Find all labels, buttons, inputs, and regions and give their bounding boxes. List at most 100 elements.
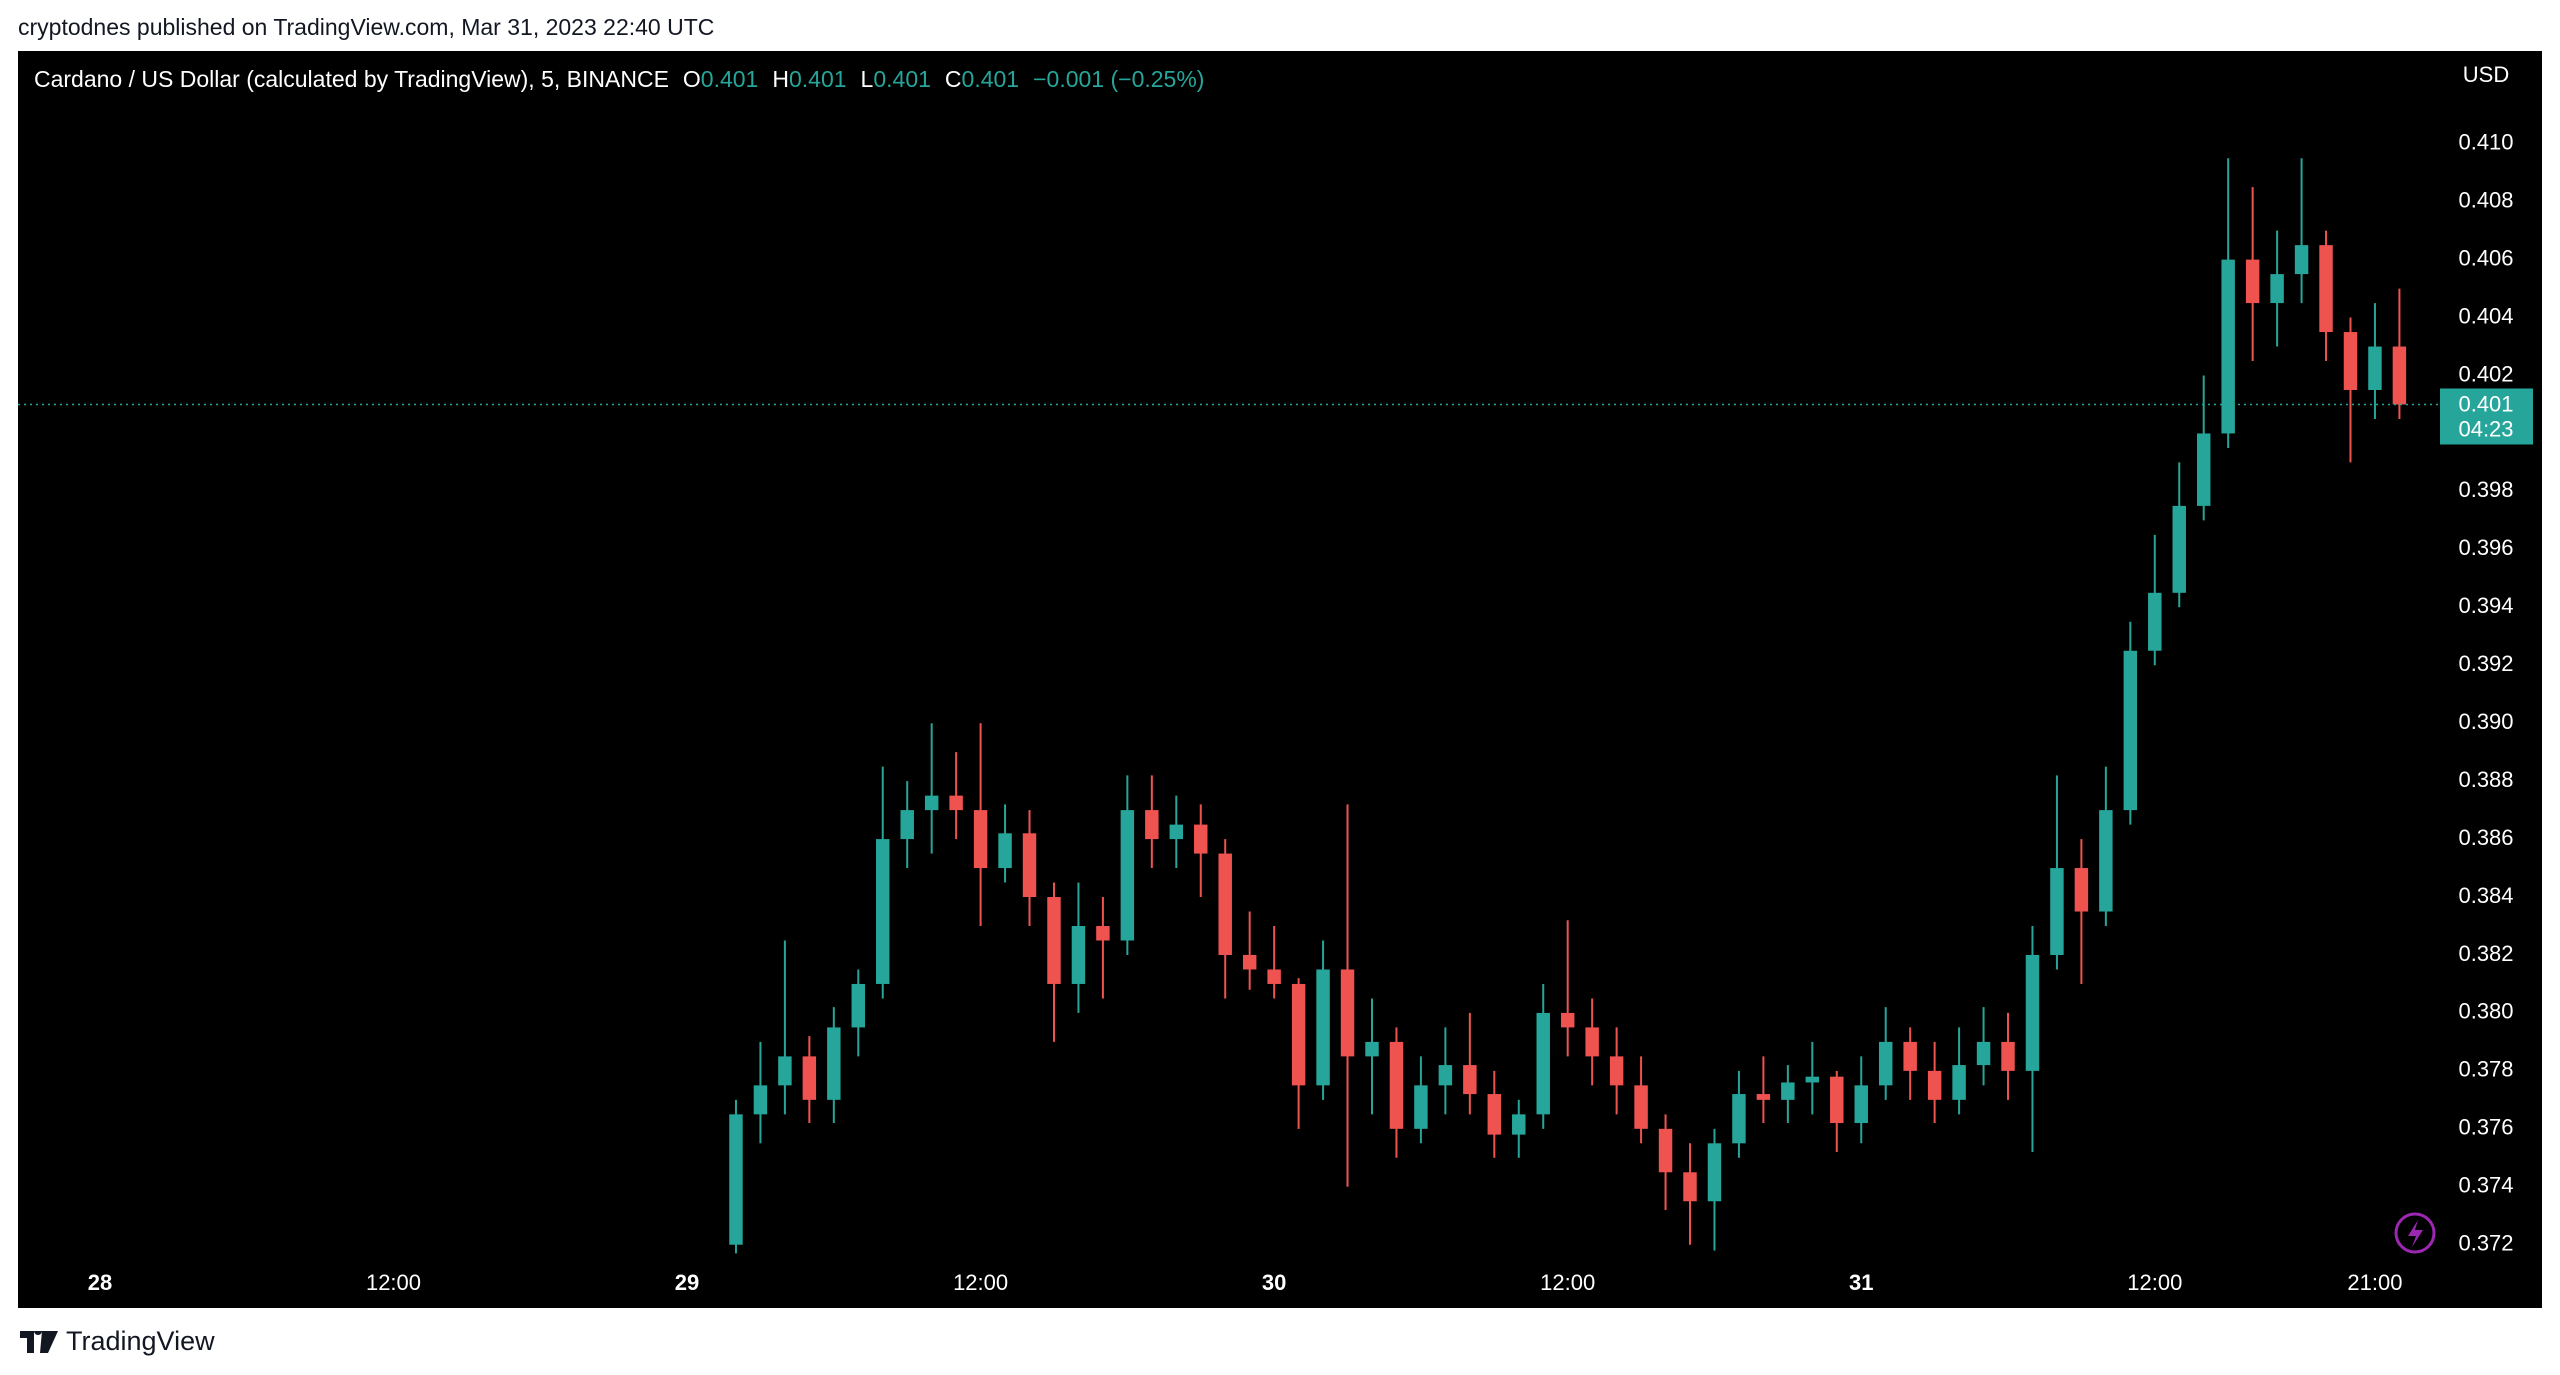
x-tick-label: 29 — [675, 1270, 699, 1295]
candle-body — [778, 1056, 792, 1086]
y-tick-label: 0.392 — [2458, 651, 2513, 676]
candle-body — [1267, 969, 1281, 984]
candle-body — [2392, 346, 2407, 405]
candle-body — [2074, 868, 2089, 912]
y-tick-label: 0.402 — [2458, 361, 2513, 386]
candle-body — [1071, 926, 1086, 984]
candle-body — [1340, 969, 1355, 1057]
candle-body — [1732, 1094, 1746, 1144]
y-tick-label: 0.404 — [2458, 303, 2513, 328]
y-tick-label: 0.396 — [2458, 535, 2513, 560]
candle-body — [1658, 1128, 1673, 1173]
high-value: 0.401 — [788, 66, 847, 92]
candle-body — [1976, 1041, 1991, 1066]
y-tick-label: 0.390 — [2458, 709, 2513, 734]
price-tag-value: 0.401 — [2458, 391, 2513, 416]
candle-body — [1927, 1070, 1942, 1100]
candle-body — [1218, 853, 1232, 955]
candle-body — [1952, 1065, 1966, 1100]
y-tick-label: 0.374 — [2458, 1173, 2513, 1198]
candle-body — [2025, 954, 2040, 1071]
candle-body — [2343, 332, 2358, 390]
candle-body — [1194, 824, 1208, 854]
x-tick-label: 31 — [1849, 1270, 1873, 1295]
candle-body — [1830, 1076, 1844, 1124]
x-tick-label: 12:00 — [1540, 1270, 1595, 1295]
y-tick-label: 0.388 — [2458, 767, 2513, 792]
candle-body — [1512, 1114, 1526, 1135]
candle-body — [2319, 245, 2333, 333]
candle-body — [1169, 824, 1184, 840]
candle-body — [1903, 1041, 1917, 1071]
candle-body — [1242, 954, 1257, 970]
candle-body — [973, 810, 988, 869]
candle-body — [1878, 1041, 1893, 1086]
candle-body — [827, 1027, 841, 1100]
logo — [20, 1330, 58, 1353]
candle-body — [2148, 592, 2162, 651]
x-tick-label: 12:00 — [366, 1270, 421, 1295]
candle-body — [1536, 1012, 1550, 1115]
candle-body — [1609, 1056, 1624, 1086]
candle-body — [2001, 1041, 2015, 1071]
candle-body — [1096, 926, 1110, 941]
candle-body — [1120, 810, 1135, 941]
candle-body — [1683, 1172, 1697, 1202]
close-value: 0.401 — [961, 66, 1020, 92]
low-value: 0.401 — [873, 66, 931, 92]
candle-body — [1585, 1027, 1599, 1057]
y-tick-label: 0.384 — [2458, 883, 2513, 908]
y-tick-label: 0.382 — [2458, 941, 2513, 966]
change-value: −0.001 (−0.25%) — [1033, 66, 1205, 92]
candle-body — [1414, 1085, 1428, 1129]
candle-body — [1560, 1012, 1575, 1028]
candle-body — [2221, 259, 2235, 434]
candle-body — [1756, 1094, 1771, 1100]
candle-body — [900, 810, 914, 840]
y-tick-label: 0.386 — [2458, 825, 2513, 850]
candle-body — [1047, 897, 1061, 984]
candle-body — [1487, 1094, 1502, 1135]
candle-body — [2123, 650, 2138, 811]
candle-body — [924, 795, 939, 811]
y-tick-label: 0.372 — [2458, 1231, 2513, 1256]
x-tick-label: 12:00 — [953, 1270, 1008, 1295]
candles — [729, 158, 2407, 1254]
candle-body — [729, 1114, 743, 1245]
high-label: H — [772, 66, 789, 92]
legend: Cardano / US Dollar (calculated by Tradi… — [34, 66, 1204, 93]
candle-body — [1634, 1085, 1648, 1129]
candle-body — [1805, 1076, 1820, 1083]
low-label: L — [860, 66, 874, 92]
candle-body — [1316, 969, 1330, 1086]
y-tick-label: 0.376 — [2458, 1115, 2513, 1140]
caption: cryptodnes published on TradingView.com,… — [18, 14, 715, 40]
x-tick-label: 12:00 — [2127, 1270, 2182, 1295]
candle-body — [2196, 433, 2211, 506]
y-tick-label: 0.398 — [2458, 477, 2513, 502]
price-tag-countdown: 04:23 — [2458, 416, 2513, 441]
candle-body — [1145, 810, 1159, 840]
candle-body — [2172, 505, 2186, 593]
candle-body — [851, 983, 866, 1028]
y-tick-label: 0.410 — [2458, 130, 2513, 155]
y-tick-label: 0.408 — [2458, 187, 2513, 212]
candle-body — [1022, 833, 1037, 898]
footer: TradingView — [20, 1326, 215, 1357]
candle-body — [1291, 983, 1306, 1086]
chart-pane — [18, 51, 2542, 1308]
candle-body — [876, 839, 890, 984]
candle-body — [1854, 1085, 1868, 1124]
x-tick-label: 30 — [1262, 1270, 1286, 1295]
y-tick-label: 0.394 — [2458, 593, 2513, 618]
currency-label: USD — [2463, 62, 2509, 87]
symbol-title: Cardano / US Dollar (calculated by Tradi… — [34, 66, 669, 92]
x-tick-label: 21:00 — [2347, 1270, 2402, 1295]
candle-body — [2245, 259, 2260, 304]
y-tick-label: 0.380 — [2458, 999, 2513, 1024]
candle-body — [2368, 346, 2382, 390]
x-tick-label: 28 — [88, 1270, 112, 1295]
candle-body — [1389, 1041, 1404, 1129]
